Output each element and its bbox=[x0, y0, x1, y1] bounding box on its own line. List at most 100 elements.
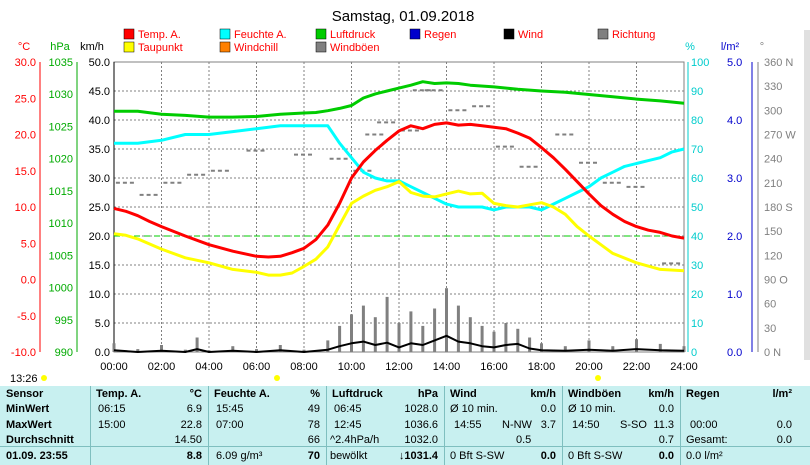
x-tick: 02:00 bbox=[148, 361, 176, 373]
wind-avg: 0.5 bbox=[516, 434, 532, 446]
rain-axis-tick: 1.0 bbox=[727, 289, 742, 301]
gust-bar bbox=[635, 339, 638, 352]
row-label: Durchschnitt bbox=[6, 434, 74, 446]
wind-axis-unit: km/h bbox=[80, 41, 104, 53]
gust-bar bbox=[326, 340, 330, 352]
wind-axis-tick: 45.0 bbox=[89, 86, 110, 98]
temp-axis-tick: -10.0 bbox=[11, 347, 36, 359]
gust-bar bbox=[492, 331, 496, 352]
humidity-axis-unit: % bbox=[685, 41, 695, 53]
wind-axis-tick: 40.0 bbox=[89, 115, 110, 127]
x-tick: 22:00 bbox=[623, 361, 651, 373]
direction-axis-tick: 150 bbox=[764, 226, 782, 238]
x-tick: 00:00 bbox=[100, 361, 128, 373]
weather-chart: Samstag, 01.09.2018 Temp. A. Feuchte A. Lu… bbox=[10, 8, 810, 385]
legend-swatch bbox=[219, 28, 231, 40]
temperature-line bbox=[113, 121, 685, 259]
pressure-max-time: 12:45 bbox=[334, 419, 362, 431]
gust-unit: km/h bbox=[648, 388, 674, 400]
timestamp-label: 13:26 bbox=[10, 373, 38, 385]
table-divider bbox=[562, 386, 563, 465]
humidity-axis-tick: 60 bbox=[691, 173, 703, 185]
sunset-marker bbox=[595, 375, 601, 381]
rain-axis-tick: 3.0 bbox=[727, 173, 742, 185]
humidity-axis-tick: 30 bbox=[691, 260, 703, 272]
rain-total-label: Gesamt: bbox=[686, 434, 728, 446]
wind-avg-label: Ø 10 min. bbox=[450, 403, 498, 415]
wind-axis-tick: 10.0 bbox=[89, 289, 110, 301]
x-tick: 08:00 bbox=[290, 361, 318, 373]
pressure-axis-tick: 1010 bbox=[49, 218, 73, 230]
gust-bar bbox=[278, 345, 282, 352]
pressure-axis-tick: 1005 bbox=[49, 250, 73, 262]
humidity-abs: 6.09 g/m³ bbox=[216, 450, 263, 462]
temp-axis-tick: 25.0 bbox=[15, 93, 36, 105]
wind-axis-tick: 15.0 bbox=[89, 260, 110, 272]
table-rule bbox=[0, 446, 810, 447]
legend-label: Temp. A. bbox=[138, 29, 181, 41]
gust-bar bbox=[231, 346, 235, 352]
rain-axis-tick: 4.0 bbox=[727, 115, 742, 127]
pressure-unit: hPa bbox=[417, 388, 438, 400]
rain-max: 0.0 bbox=[776, 419, 792, 431]
x-tick: 12:00 bbox=[385, 361, 413, 373]
wind-min: 0.0 bbox=[540, 403, 556, 415]
legend-label: Richtung bbox=[612, 29, 655, 41]
legend-label: Regen bbox=[424, 29, 456, 41]
wind-line bbox=[113, 334, 685, 353]
legend-swatch bbox=[123, 28, 135, 40]
humidity-axis-tick: 90 bbox=[691, 86, 703, 98]
rain-current: 0.0 l/m² bbox=[686, 450, 723, 462]
legend-label: Taupunkt bbox=[138, 42, 183, 54]
humidity-header: Feuchte A. bbox=[214, 388, 270, 400]
rain-axis-tick: 5.0 bbox=[727, 57, 742, 69]
legend-label: Windchill bbox=[234, 42, 278, 54]
humidity-min-time: 15:45 bbox=[216, 403, 244, 415]
direction-axis-tick: 180 S bbox=[764, 202, 793, 214]
direction-axis-tick: 330 bbox=[764, 81, 782, 93]
gust-bar bbox=[682, 346, 686, 352]
pressure-axis-tick: 1030 bbox=[49, 89, 73, 101]
temp-min-time: 06:15 bbox=[98, 403, 126, 415]
direction-axis-tick: 360 N bbox=[764, 57, 793, 69]
gust-bar bbox=[433, 308, 437, 352]
pressure-axis-tick: 1015 bbox=[49, 186, 73, 198]
wind-axis-tick: 25.0 bbox=[89, 202, 110, 214]
humidity-max: 78 bbox=[307, 419, 320, 431]
gust-bar bbox=[338, 325, 342, 352]
rain-unit: l/m² bbox=[772, 388, 792, 400]
legend-swatch bbox=[315, 41, 327, 53]
pressure-axis-tick: 1020 bbox=[49, 154, 73, 166]
gust-bar bbox=[136, 349, 140, 352]
wind-max-dir: N-NW bbox=[502, 419, 532, 431]
table-divider bbox=[90, 386, 91, 465]
summary-table: Sensor MinWert MaxWert Durchschnitt 01.09. 2… bbox=[0, 386, 810, 465]
gust-bar bbox=[112, 343, 116, 352]
gust-bar bbox=[563, 346, 567, 352]
chart-series bbox=[112, 80, 686, 353]
gust-bar bbox=[468, 317, 472, 352]
legend-label: Wind bbox=[518, 29, 543, 41]
x-tick: 18:00 bbox=[528, 361, 556, 373]
temp-axis-tick: 20.0 bbox=[15, 130, 36, 142]
gust-max: 11.3 bbox=[653, 419, 674, 431]
humidity-axis-tick: 50 bbox=[691, 202, 703, 214]
rain-axis-tick: 0.0 bbox=[727, 347, 742, 359]
gust-bar bbox=[456, 305, 460, 352]
x-tick: 10:00 bbox=[338, 361, 366, 373]
gust-bar bbox=[611, 346, 615, 352]
rain-axis-unit: l/m² bbox=[721, 41, 740, 53]
humidity-axis-tick: 0 bbox=[691, 347, 697, 359]
legend-swatch bbox=[219, 41, 231, 53]
legend-swatch bbox=[503, 28, 515, 40]
chart-legend: Temp. A. Feuchte A. Luftdruck Regen Wind Rich… bbox=[123, 28, 655, 54]
direction-axis-tick: 270 W bbox=[764, 130, 796, 142]
temp-axis-unit: °C bbox=[18, 41, 30, 53]
table-divider bbox=[444, 386, 445, 465]
rain-axis-tick: 2.0 bbox=[727, 231, 742, 243]
wind-axis-tick: 0.0 bbox=[95, 347, 110, 359]
pressure-axis-tick: 1000 bbox=[49, 283, 73, 295]
temp-current: 8.8 bbox=[186, 450, 202, 462]
wind-current: 0.0 bbox=[540, 450, 556, 462]
gust-bar bbox=[255, 349, 258, 352]
